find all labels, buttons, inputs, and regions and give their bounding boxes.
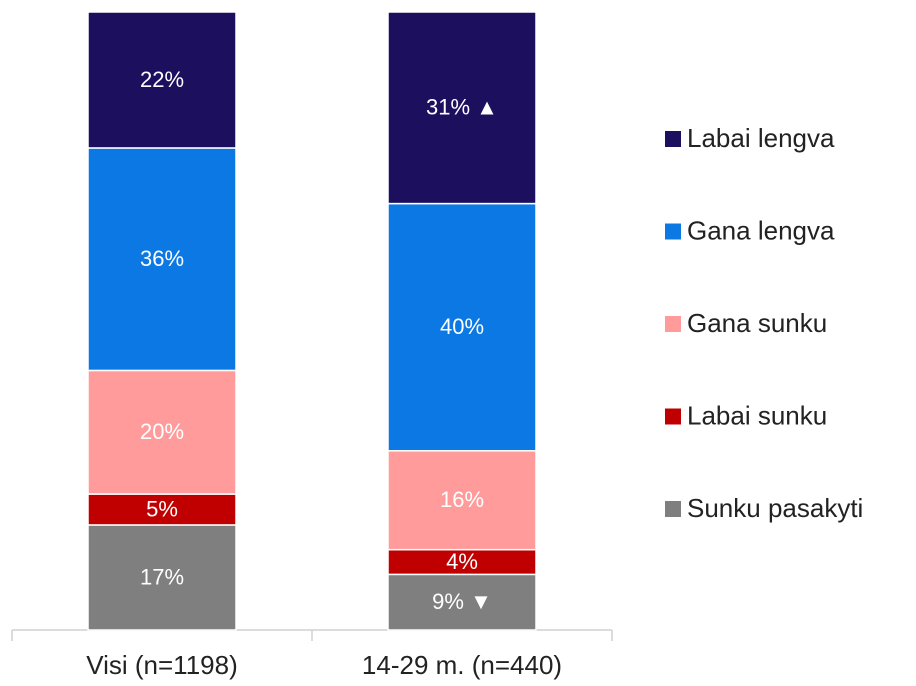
- bar-segment: [87, 147, 237, 372]
- legend-label: Labai lengva: [687, 123, 835, 153]
- data-label: 40%: [440, 314, 484, 339]
- bar-segment: [387, 573, 537, 631]
- legend-label: Gana lengva: [687, 215, 835, 245]
- data-label: 22%: [140, 67, 184, 92]
- bar-segment: [87, 11, 237, 149]
- legend-label: Gana sunku: [687, 308, 827, 338]
- bar-segment: [87, 493, 237, 526]
- data-label: 31% ▲: [426, 95, 498, 120]
- data-label: 4%: [446, 549, 478, 574]
- data-label: 17%: [140, 564, 184, 589]
- data-label: 16%: [440, 487, 484, 512]
- bar-segment: [87, 524, 237, 631]
- bar-segment: [387, 548, 537, 576]
- data-label: 5%: [146, 496, 178, 521]
- legend-swatch: [665, 131, 681, 147]
- legend-swatch: [665, 223, 681, 240]
- bar-segment: [87, 369, 237, 495]
- legend-swatch: [665, 408, 681, 425]
- legend-swatch: [665, 501, 681, 517]
- x-tick-label: Visi (n=1198): [86, 650, 238, 680]
- bar-segment: [387, 11, 537, 205]
- data-label: 36%: [140, 246, 184, 271]
- bar-segment: [387, 202, 537, 452]
- data-label: 9% ▼: [432, 589, 492, 614]
- x-tick-label: 14-29 m. (n=440): [362, 650, 562, 680]
- bar-segment: [387, 450, 537, 551]
- data-label: 20%: [140, 419, 184, 444]
- legend-label: Labai sunku: [687, 400, 827, 430]
- legend-swatch: [665, 316, 681, 332]
- legend-label: Sunku pasakyti: [687, 493, 863, 523]
